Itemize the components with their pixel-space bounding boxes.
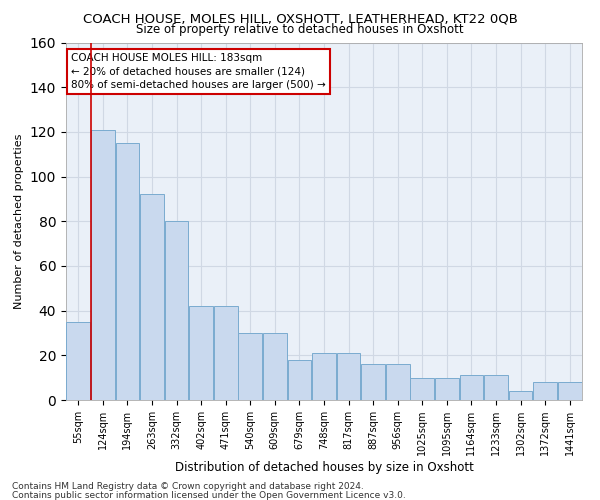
Bar: [67, 322, 90, 400]
Bar: [164, 221, 188, 400]
Bar: [460, 376, 484, 400]
Bar: [435, 378, 459, 400]
Bar: [558, 382, 581, 400]
Bar: [386, 364, 410, 400]
Bar: [238, 333, 262, 400]
Bar: [116, 143, 139, 400]
Bar: [312, 353, 336, 400]
Bar: [337, 353, 361, 400]
Bar: [533, 382, 557, 400]
Bar: [287, 360, 311, 400]
Bar: [509, 391, 532, 400]
Y-axis label: Number of detached properties: Number of detached properties: [14, 134, 24, 309]
Text: Size of property relative to detached houses in Oxshott: Size of property relative to detached ho…: [136, 24, 464, 36]
Text: Contains HM Land Registry data © Crown copyright and database right 2024.: Contains HM Land Registry data © Crown c…: [12, 482, 364, 491]
Bar: [214, 306, 238, 400]
Bar: [91, 130, 115, 400]
Text: Contains public sector information licensed under the Open Government Licence v3: Contains public sector information licen…: [12, 491, 406, 500]
X-axis label: Distribution of detached houses by size in Oxshott: Distribution of detached houses by size …: [175, 461, 473, 474]
Bar: [140, 194, 164, 400]
Bar: [189, 306, 213, 400]
Bar: [484, 376, 508, 400]
Bar: [361, 364, 385, 400]
Bar: [263, 333, 287, 400]
Bar: [410, 378, 434, 400]
Text: COACH HOUSE MOLES HILL: 183sqm
← 20% of detached houses are smaller (124)
80% of: COACH HOUSE MOLES HILL: 183sqm ← 20% of …: [71, 53, 326, 90]
Text: COACH HOUSE, MOLES HILL, OXSHOTT, LEATHERHEAD, KT22 0QB: COACH HOUSE, MOLES HILL, OXSHOTT, LEATHE…: [83, 12, 517, 26]
